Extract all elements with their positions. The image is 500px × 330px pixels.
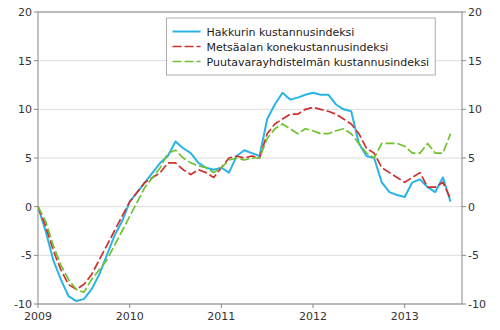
- series-line: [38, 124, 451, 292]
- y2-tick: [462, 109, 466, 110]
- x-tick: [404, 304, 405, 308]
- y2-tick-label: -5: [468, 249, 479, 262]
- y-tick-label: 15: [18, 55, 32, 68]
- legend-label: Metsäalan konekustannusindeksi: [207, 41, 389, 54]
- x-tick-label: 2009: [24, 310, 52, 323]
- y-tick: [34, 255, 38, 256]
- legend-swatch: [173, 31, 201, 33]
- grid-line: [38, 206, 462, 207]
- legend-label: Hakkurin kustannusindeksi: [207, 26, 355, 39]
- y2-axis: -10 -5 0 5 10 15 20: [462, 6, 486, 311]
- y2-tick-label: 0: [468, 201, 475, 214]
- x-tick-label: 2012: [299, 310, 327, 323]
- y-tick-label: 5: [25, 152, 32, 165]
- legend: Hakkurin kustannusindeksi Metsäalan konek…: [167, 18, 436, 75]
- y-tick: [34, 12, 38, 13]
- y-tick: [34, 158, 38, 159]
- x-axis: 2009 2010 2011 2012 2013: [24, 304, 419, 323]
- y-tick-label: 20: [18, 6, 32, 19]
- y2-tick-label: 10: [468, 103, 482, 116]
- x-tick: [221, 304, 222, 308]
- x-tick: [313, 304, 314, 308]
- grid-line: [38, 109, 462, 110]
- plot-frame: [38, 12, 462, 304]
- y2-tick: [462, 60, 466, 61]
- y2-tick-label: -10: [468, 298, 486, 311]
- y-tick: [34, 109, 38, 110]
- y-tick: [34, 60, 38, 61]
- x-tick: [129, 304, 130, 308]
- y-axis: -10 -5 0 5 10 15 20: [14, 6, 38, 311]
- y2-tick: [462, 12, 466, 13]
- y2-tick-label: 20: [468, 6, 482, 19]
- y2-tick: [462, 206, 466, 207]
- chart: 20092010201120122013-10-505101520-10-505…: [0, 0, 500, 330]
- x-tick-label: 2010: [116, 310, 144, 323]
- y2-tick-label: 5: [468, 152, 475, 165]
- series-line: [38, 93, 451, 301]
- y2-tick: [462, 304, 466, 305]
- grid-line: [38, 158, 462, 159]
- x-tick-label: 2013: [391, 310, 419, 323]
- y-tick-label: 10: [18, 103, 32, 116]
- y-tick: [34, 206, 38, 207]
- y-tick-label: -5: [21, 249, 32, 262]
- y2-tick-label: 15: [468, 55, 482, 68]
- y-tick-label: -10: [14, 298, 32, 311]
- x-tick: [38, 304, 39, 308]
- legend-label: Puutavarayhdistelmän kustannusindeksi: [207, 56, 430, 69]
- y-tick: [34, 304, 38, 305]
- x-tick-label: 2011: [207, 310, 235, 323]
- y-tick-label: 0: [25, 201, 32, 214]
- series-lines: [38, 93, 451, 301]
- legend-box: [167, 18, 436, 75]
- legend-swatch: [173, 61, 201, 63]
- y2-tick: [462, 158, 466, 159]
- y2-tick: [462, 255, 466, 256]
- grid: [38, 12, 462, 304]
- legend-swatch: [173, 46, 201, 48]
- series-line: [38, 107, 451, 289]
